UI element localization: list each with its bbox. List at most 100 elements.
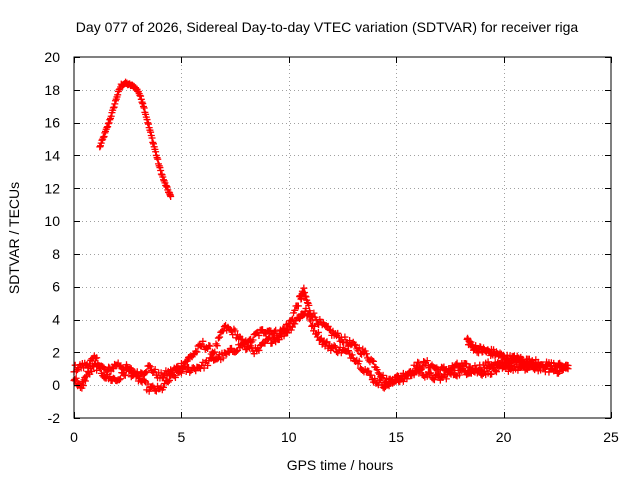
data-point xyxy=(417,365,425,373)
data-point xyxy=(420,357,428,365)
data-point xyxy=(151,386,159,394)
data-point xyxy=(307,317,315,325)
data-point xyxy=(545,368,553,376)
data-point xyxy=(214,334,222,342)
data-point xyxy=(355,357,363,365)
data-point xyxy=(266,333,274,341)
data-point xyxy=(341,333,349,341)
y-tick-label: 18 xyxy=(44,82,60,98)
data-point xyxy=(296,315,304,323)
data-point xyxy=(558,367,566,375)
data-point xyxy=(219,354,227,362)
data-point xyxy=(429,375,437,383)
data-point xyxy=(109,365,117,373)
data-point xyxy=(268,339,276,347)
series-high-arc xyxy=(96,78,175,200)
y-tick-label: 2 xyxy=(52,344,60,360)
data-point xyxy=(210,349,218,357)
data-point xyxy=(115,376,123,384)
data-point xyxy=(377,376,385,384)
data-point xyxy=(350,340,358,348)
y-tick-label: 20 xyxy=(44,49,60,65)
data-point xyxy=(139,103,147,111)
data-point xyxy=(101,129,109,137)
axis-ticks: 0 5 10 15 20 25 -2 0 2 4 6 8 10 12 14 16 18 20 xyxy=(44,49,619,445)
data-point xyxy=(125,367,133,375)
data-point xyxy=(564,361,572,369)
x-tick-label: 25 xyxy=(603,429,619,445)
data-point xyxy=(238,335,246,343)
data-point xyxy=(537,366,545,374)
data-point xyxy=(126,367,134,375)
data-point xyxy=(93,354,101,362)
data-point xyxy=(206,342,214,350)
data-point xyxy=(367,371,375,379)
data-point xyxy=(415,359,423,367)
data-point xyxy=(213,355,221,363)
y-tick-label: -2 xyxy=(48,410,61,426)
data-point xyxy=(182,367,190,375)
data-point xyxy=(88,367,96,375)
data-point xyxy=(111,100,119,108)
data-point xyxy=(310,309,318,317)
data-point xyxy=(204,361,212,369)
data-point xyxy=(492,368,500,376)
data-point xyxy=(485,364,493,372)
data-point xyxy=(543,362,551,370)
data-point xyxy=(114,91,122,99)
data-point xyxy=(213,342,221,350)
data-point xyxy=(305,310,313,318)
data-point xyxy=(144,119,152,127)
data-point xyxy=(98,136,106,144)
data-point xyxy=(334,329,342,337)
data-point xyxy=(379,371,387,379)
data-point xyxy=(291,320,299,328)
y-tick-label: 16 xyxy=(44,115,60,131)
data-point xyxy=(403,375,411,383)
data-point xyxy=(151,365,159,373)
data-point xyxy=(138,98,146,106)
data-point xyxy=(121,371,129,379)
data-point xyxy=(216,333,224,341)
data-point xyxy=(200,364,208,372)
data-point xyxy=(192,347,200,355)
data-point xyxy=(145,362,153,370)
data-point xyxy=(109,104,117,112)
data-point xyxy=(143,116,151,124)
data-point xyxy=(532,360,540,368)
data-point xyxy=(153,154,161,162)
data-point xyxy=(352,341,360,349)
data-point xyxy=(475,366,483,374)
data-point xyxy=(301,289,309,297)
chart-title: Day 077 of 2026, Sidereal Day-to-day VTE… xyxy=(76,19,579,35)
data-point xyxy=(171,373,179,381)
data-point xyxy=(355,344,363,352)
y-tick-label: 14 xyxy=(44,147,60,163)
data-point xyxy=(142,369,150,377)
data-point xyxy=(106,373,114,381)
data-point xyxy=(330,342,338,350)
data-point xyxy=(448,366,456,374)
data-point xyxy=(220,323,228,330)
series-late-tail xyxy=(463,334,540,371)
y-tick-label: 6 xyxy=(52,279,60,295)
data-point xyxy=(430,376,438,384)
data-point xyxy=(104,123,112,131)
data-point xyxy=(193,348,201,356)
data-point xyxy=(243,339,251,347)
data-point xyxy=(164,378,172,386)
data-point xyxy=(147,128,155,136)
data-point xyxy=(137,92,145,100)
data-point xyxy=(139,100,147,108)
series-band-a xyxy=(70,284,572,388)
data-point xyxy=(112,97,120,105)
data-point xyxy=(157,369,165,377)
data-point xyxy=(249,336,257,344)
data-point xyxy=(105,119,113,127)
data-point xyxy=(165,376,173,384)
data-point xyxy=(160,176,167,184)
data-point xyxy=(100,133,108,141)
y-tick-label: 0 xyxy=(52,377,60,393)
data-point xyxy=(370,357,378,365)
data-point xyxy=(140,104,148,112)
